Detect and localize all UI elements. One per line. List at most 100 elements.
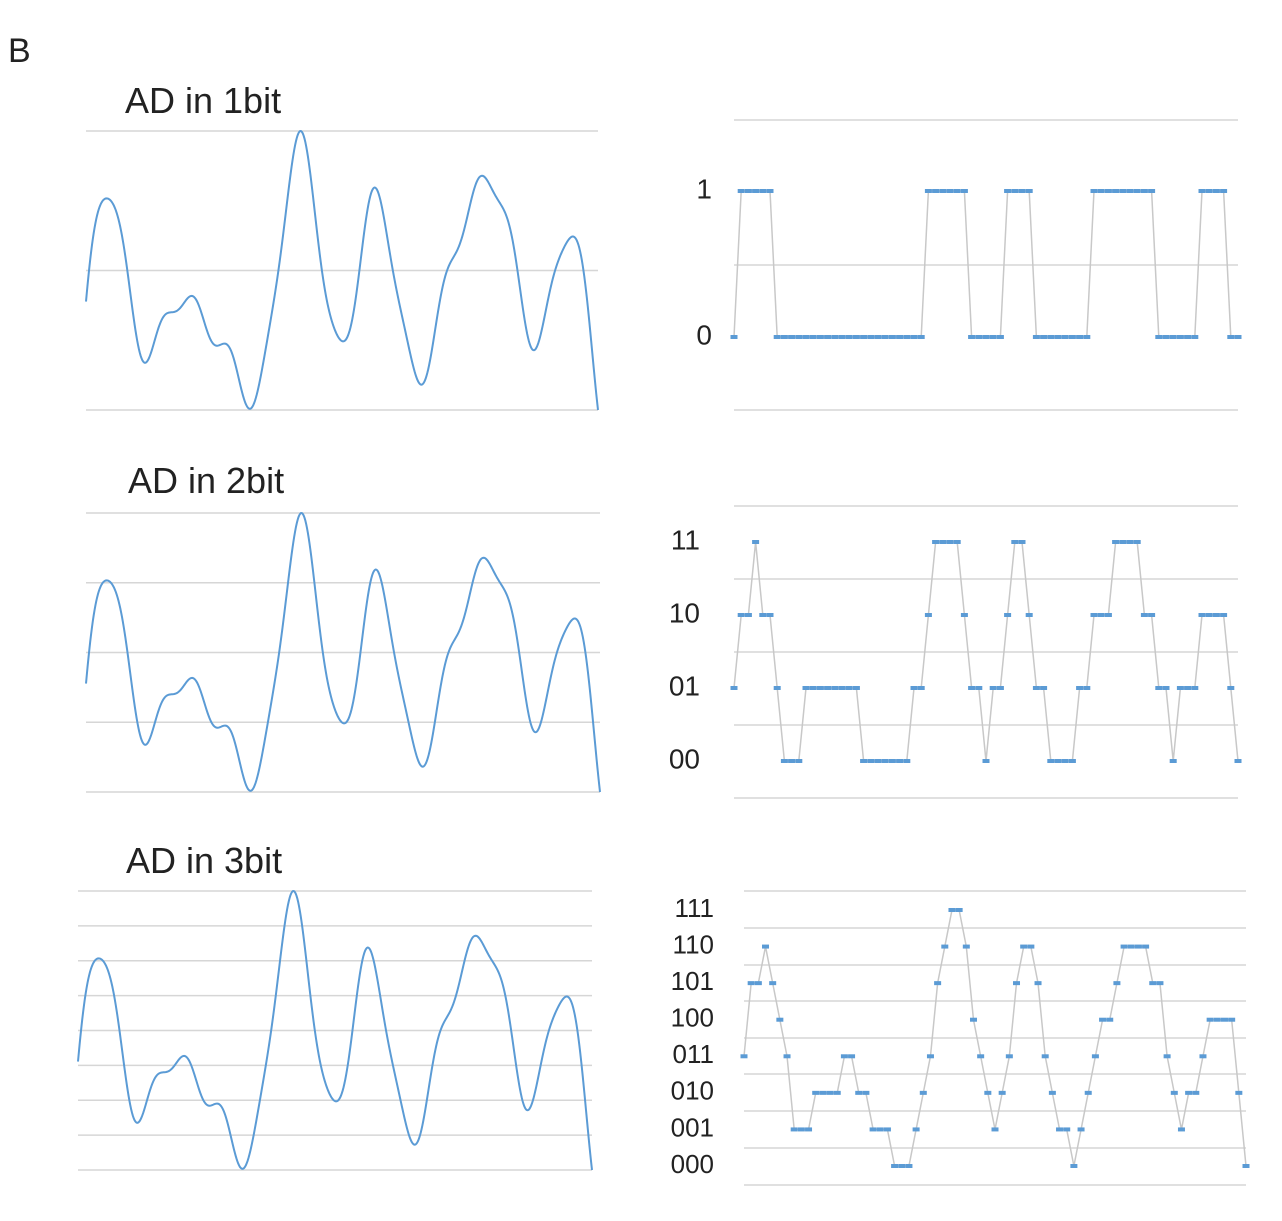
sample-point <box>896 335 904 339</box>
sample-point <box>996 335 1004 339</box>
sample-point <box>1212 189 1220 193</box>
sample-point <box>1027 944 1035 949</box>
sample-point <box>766 189 774 193</box>
sample-point <box>1119 540 1127 544</box>
sample-point <box>1032 686 1040 690</box>
sample-point <box>1011 189 1019 193</box>
sample-point <box>989 335 997 339</box>
sample-point <box>747 981 755 986</box>
sample-point <box>860 335 868 339</box>
sample-point <box>1068 335 1076 339</box>
sample-point <box>932 540 940 544</box>
y-tick-label: 111 <box>674 893 714 923</box>
sample-point <box>1191 686 1199 690</box>
sample-point <box>1104 613 1112 617</box>
sample-point <box>816 686 824 690</box>
sample-point <box>946 189 954 193</box>
sample-point <box>896 759 904 763</box>
sample-point <box>989 686 997 690</box>
sample-point <box>754 981 762 986</box>
sample-point <box>1104 189 1112 193</box>
y-tick-label: 1 <box>696 173 712 204</box>
sample-point <box>737 189 745 193</box>
sample-point <box>833 1090 841 1095</box>
sample-point <box>1077 1127 1085 1132</box>
sample-point <box>1148 189 1156 193</box>
sample-point <box>910 335 918 339</box>
sample-point <box>975 335 983 339</box>
sample-point <box>888 759 896 763</box>
y-tick-label: 011 <box>673 1039 714 1069</box>
y-tick-label: 11 <box>671 524 700 555</box>
sample-point <box>1120 944 1128 949</box>
sample-point <box>891 1164 899 1168</box>
sample-point <box>1162 686 1170 690</box>
sample-point <box>1020 944 1028 949</box>
sample-point <box>752 189 760 193</box>
sample-point <box>790 1127 798 1132</box>
sample-point <box>1184 686 1192 690</box>
sample-point <box>1227 335 1235 339</box>
sample-point <box>1056 1127 1064 1132</box>
sample-point <box>1061 335 1069 339</box>
sample-point <box>1184 335 1192 339</box>
sample-point <box>809 335 817 339</box>
sample-point <box>948 908 956 912</box>
sample-point <box>1063 1127 1071 1132</box>
analog-signal-line <box>85 512 601 793</box>
sample-point <box>1076 686 1084 690</box>
sample-point <box>780 335 788 339</box>
sample-point <box>1169 759 1177 763</box>
sample-point <box>862 1090 870 1095</box>
sample-point <box>1140 189 1148 193</box>
analog-signal-line <box>85 130 599 411</box>
sample-point <box>867 335 875 339</box>
sample-point <box>924 189 932 193</box>
y-tick-label: 000 <box>671 1149 714 1179</box>
sample-point <box>962 944 970 949</box>
sample-point <box>939 189 947 193</box>
digital-signal-line <box>733 190 1238 338</box>
sample-point <box>1142 944 1150 949</box>
sample-point <box>1090 613 1098 617</box>
sample-point <box>1205 189 1213 193</box>
sample-point <box>1192 1090 1200 1095</box>
sample-point <box>1234 759 1242 763</box>
y-tick-label: 100 <box>671 1003 714 1033</box>
sample-point <box>795 759 803 763</box>
sample-point <box>910 686 918 690</box>
sample-point <box>819 1090 827 1095</box>
sample-point <box>883 1127 891 1132</box>
y-tick-label: 110 <box>673 929 714 959</box>
sample-point <box>941 944 949 949</box>
sample-point <box>1185 1090 1193 1095</box>
sample-point <box>1018 540 1026 544</box>
sample-point <box>1220 613 1228 617</box>
sample-point <box>1083 686 1091 690</box>
sample-point <box>1047 759 1055 763</box>
sample-point <box>917 686 925 690</box>
sample-point <box>759 189 767 193</box>
panel-label: B <box>8 32 31 70</box>
sample-point <box>802 335 810 339</box>
sample-point <box>924 613 932 617</box>
sample-point <box>1177 1127 1185 1132</box>
sample-point <box>1097 189 1105 193</box>
sample-point <box>805 1127 813 1132</box>
sample-point <box>1149 981 1157 986</box>
sample-point <box>912 1127 920 1132</box>
sample-point <box>874 335 882 339</box>
sample-point <box>831 686 839 690</box>
sample-point <box>1220 1017 1228 1022</box>
sample-point <box>888 335 896 339</box>
sample-point <box>824 335 832 339</box>
sample-point <box>788 759 796 763</box>
sample-point <box>960 189 968 193</box>
sample-point <box>809 686 817 690</box>
sample-point <box>840 1054 848 1059</box>
sample-point <box>1235 1090 1243 1095</box>
sample-point <box>1191 335 1199 339</box>
sample-point <box>769 981 777 986</box>
sample-point <box>1025 613 1033 617</box>
sample-point <box>1198 189 1206 193</box>
